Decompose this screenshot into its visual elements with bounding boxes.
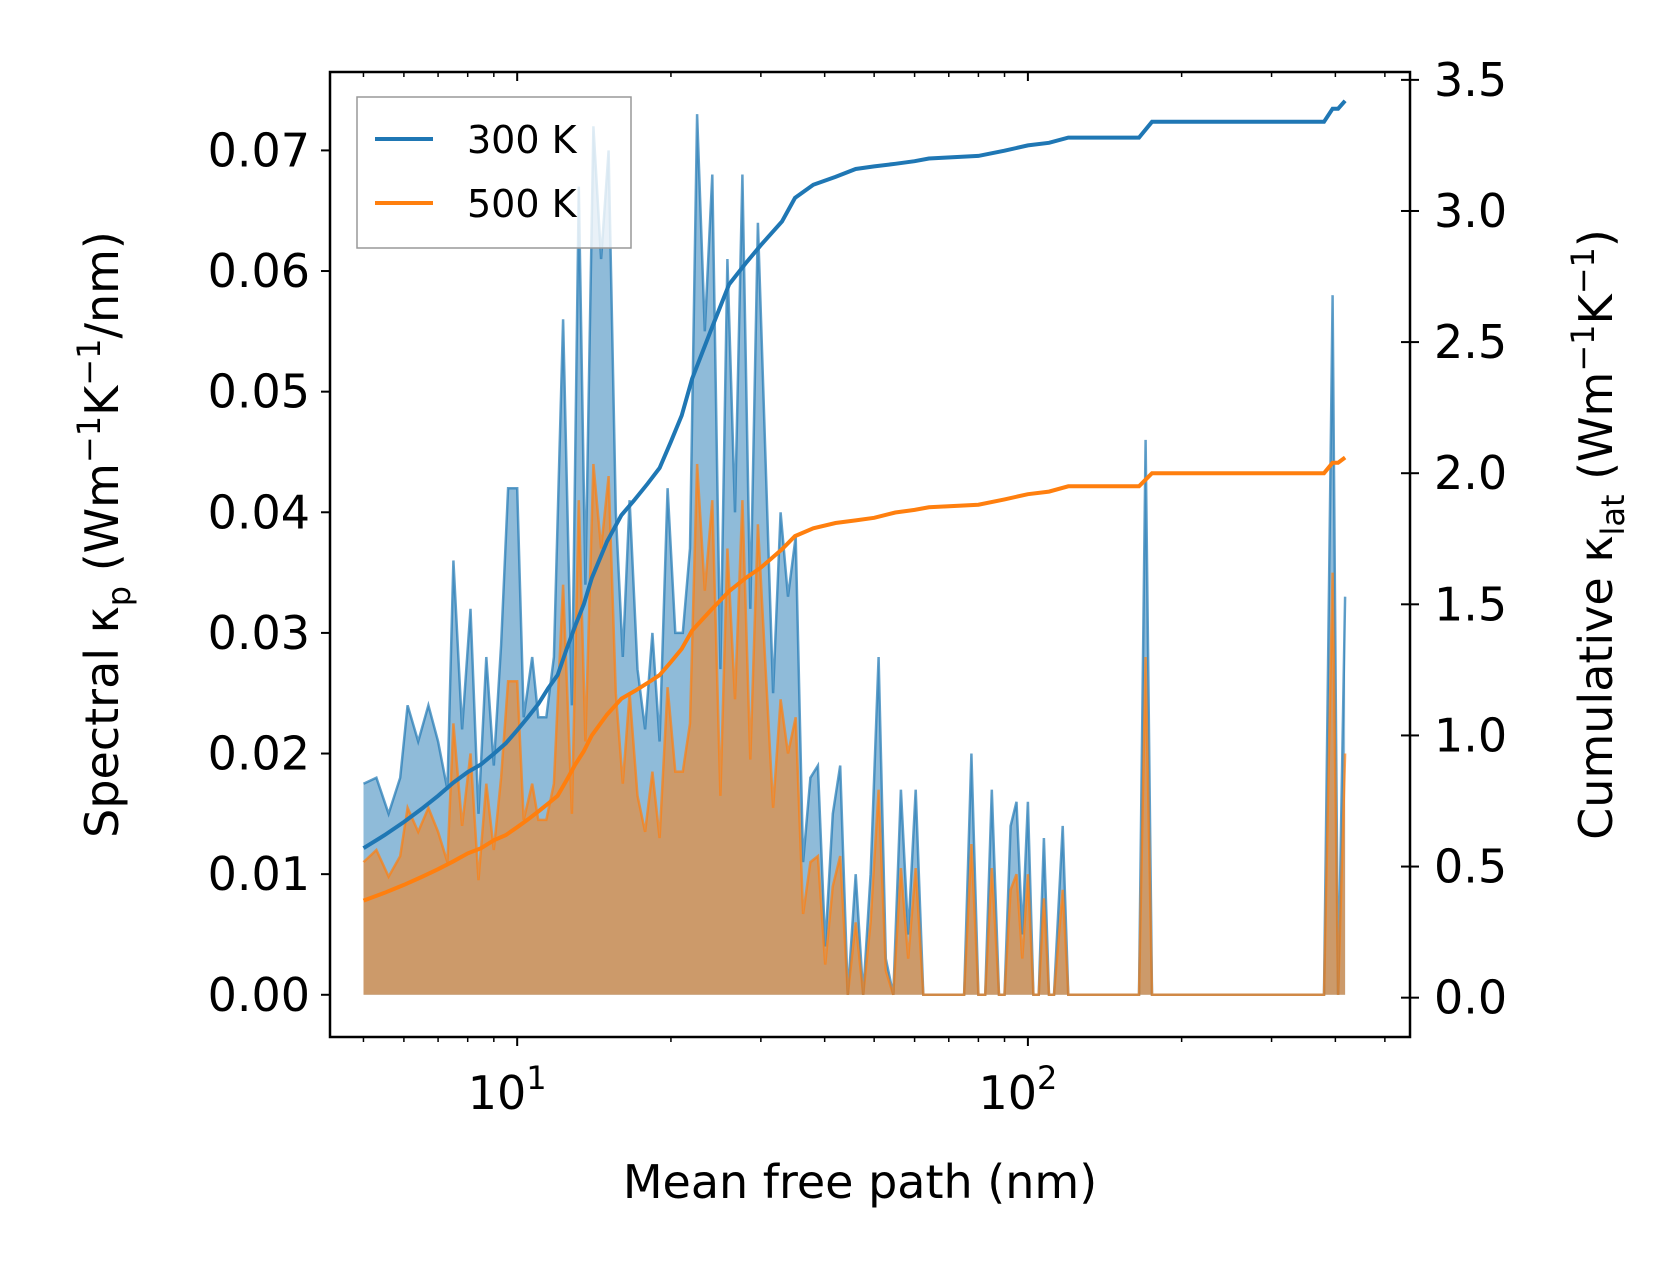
right-y-tick-label: 0.5 — [1434, 840, 1507, 894]
spectral-line-500k — [362, 463, 1347, 997]
right-y-tick-label: 3.0 — [1434, 184, 1507, 238]
left-y-tick-label: 0.02 — [208, 727, 310, 781]
right-y-axis-label: Cumulative κlat (Wm−1K−1) — [1564, 229, 1632, 840]
cumulative-lines — [362, 99, 1347, 903]
plot-frame — [328, 70, 1412, 1039]
legend-box — [356, 96, 632, 249]
left-y-tick-label: 0.03 — [208, 606, 310, 660]
left-y-tick-label: 0.06 — [208, 244, 310, 298]
cumulative-line-500k — [362, 455, 1347, 903]
right-y-tick-label: 2.0 — [1434, 446, 1507, 500]
right-y-tick-label: 2.5 — [1434, 315, 1507, 369]
spectral-fill-500k — [363, 464, 1346, 995]
spectral-fill-areas — [363, 114, 1346, 995]
axis-ticks — [321, 72, 1419, 1046]
x-tick-label: 102 — [978, 1059, 1057, 1120]
left-y-tick-label: 0.01 — [208, 847, 310, 901]
right-y-tick-label: 3.5 — [1434, 53, 1507, 107]
left-y-tick-label: 0.07 — [208, 123, 310, 177]
legend-label-300k: 300 K — [467, 118, 578, 162]
left-y-tick-label: 0.00 — [208, 968, 310, 1022]
spectral-lines — [362, 114, 1347, 997]
tick-labels: 0.00 0.01 0.02 0.03 0.04 0.05 0.06 0.07 0.0 0.5 1.… — [208, 53, 1508, 1120]
x-tick-label: 101 — [468, 1059, 547, 1120]
left-y-tick-label: 0.05 — [208, 365, 310, 419]
left-y-tick-label: 0.04 — [208, 485, 310, 539]
x-axis-label: Mean free path (nm) — [623, 1155, 1097, 1209]
left-y-axis-label: Spectral κp (Wm−1K−1/nm) — [70, 231, 138, 838]
spectral-line-300k — [362, 114, 1347, 997]
legend: 300 K 500 K — [356, 96, 632, 249]
right-y-tick-label: 1.0 — [1434, 708, 1507, 762]
cumulative-line-300k — [362, 99, 1347, 850]
right-y-tick-label: 0.0 — [1434, 971, 1507, 1025]
right-y-tick-label: 1.5 — [1434, 577, 1507, 631]
legend-label-500k: 500 K — [467, 182, 578, 226]
